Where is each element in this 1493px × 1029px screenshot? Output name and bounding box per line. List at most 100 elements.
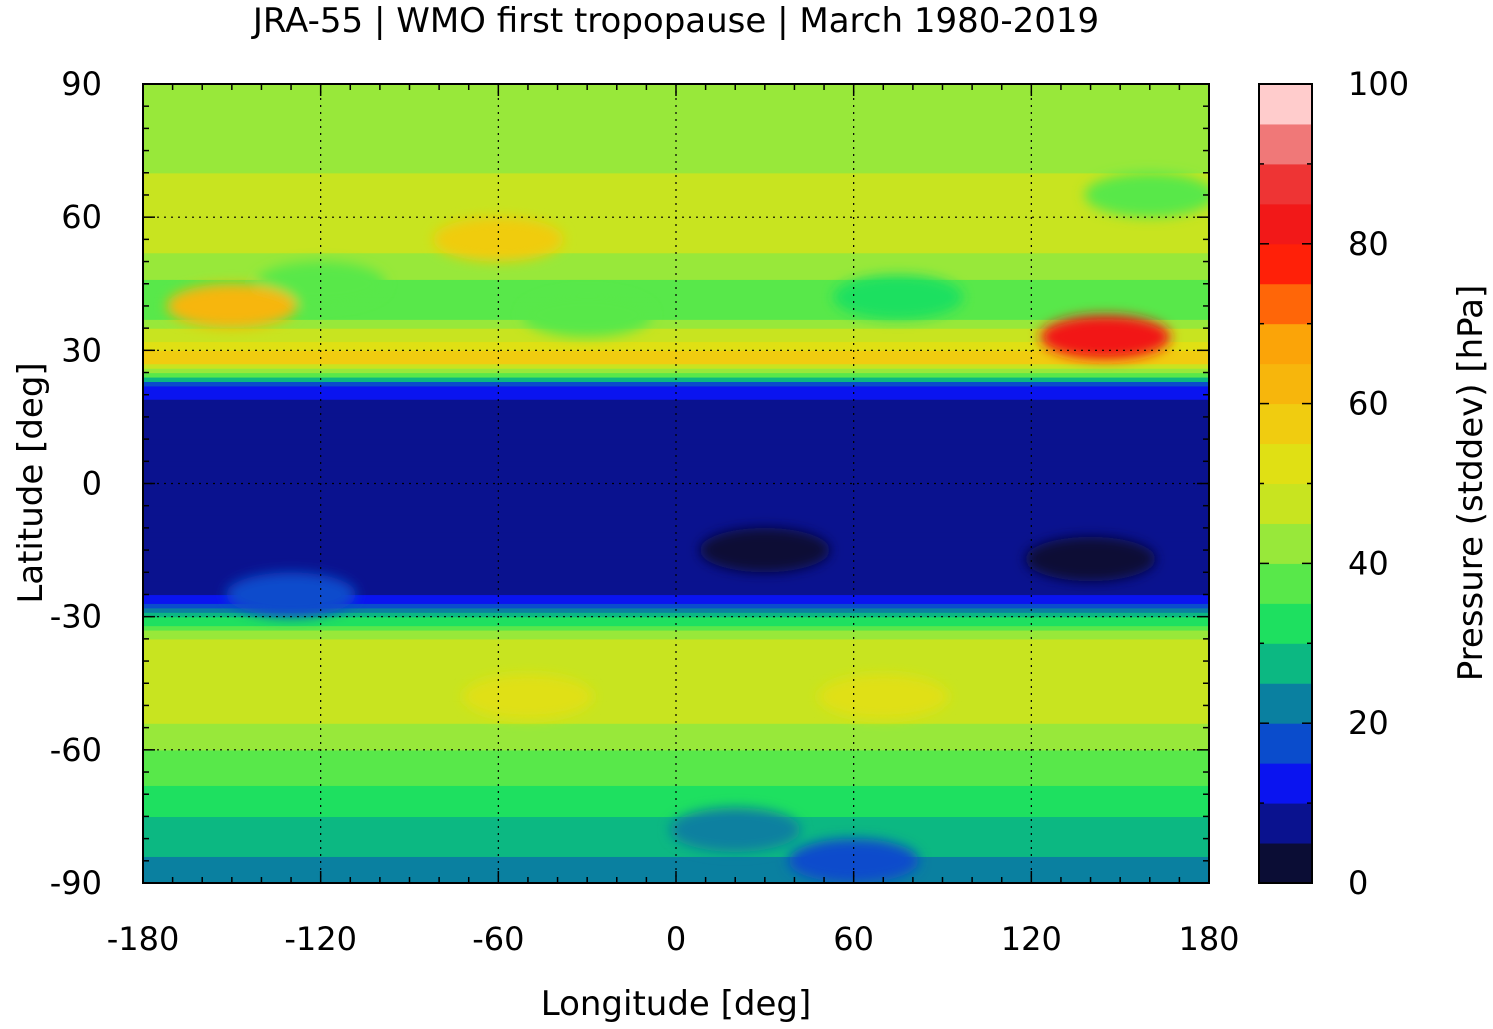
colorbar-bin [1259, 403, 1312, 445]
heatmap-band [143, 794, 1209, 800]
heatmap-band [143, 363, 1209, 369]
heatmap-band [143, 265, 1209, 272]
heatmap-band [143, 483, 1209, 489]
colorbar-bin [1259, 323, 1312, 365]
colorbar-bin [1259, 683, 1312, 724]
x-tick-label: 180 [1178, 920, 1239, 958]
plot-area [143, 84, 1209, 883]
x-tick-labels: -180 -120 -60 0 60 120 180 [107, 920, 1240, 958]
colorbar-bin [1259, 763, 1312, 804]
heatmap-band [143, 372, 1209, 378]
heatmap-feature [462, 674, 594, 719]
y-tick-label: -60 [50, 731, 102, 769]
heatmap-band [143, 532, 1209, 538]
x-tick-label: 60 [833, 920, 874, 958]
colorbar-tick-label: 80 [1348, 225, 1389, 263]
heatmap-band [143, 629, 1209, 636]
colorbar-tick-labels: 0 20 40 60 80 100 [1348, 65, 1409, 902]
heatmap-band [143, 332, 1209, 338]
heatmap-band [143, 274, 1209, 280]
heatmap-band [143, 301, 1209, 307]
heatmap-band [143, 430, 1209, 436]
heatmap-band [143, 141, 1209, 147]
colorbar-bin [1259, 483, 1312, 524]
heatmap-band [143, 541, 1209, 547]
heatmap-band [143, 447, 1209, 454]
colorbar: 0 20 40 60 80 100 [1258, 65, 1409, 902]
colorbar-tick-label: 60 [1348, 385, 1389, 423]
colorbar-bin [1259, 803, 1312, 844]
heatmap-band [143, 727, 1209, 733]
heatmap-band [143, 252, 1209, 258]
colorbar-bin [1259, 363, 1312, 405]
heatmap-band [143, 798, 1209, 804]
heatmap-band [143, 119, 1209, 125]
heatmap-band [143, 239, 1209, 245]
heatmap-band [143, 732, 1209, 738]
heatmap-band [143, 261, 1209, 267]
heatmap-band [143, 337, 1209, 343]
heatmap-band [143, 492, 1209, 498]
heatmap-band [143, 496, 1209, 502]
heatmap-band [143, 314, 1209, 320]
heatmap-band [143, 856, 1209, 862]
x-tick-label: -60 [472, 920, 524, 958]
heatmap-feature [788, 838, 919, 883]
heatmap-band [143, 416, 1209, 422]
colorbar-bins [1259, 84, 1312, 884]
x-tick-label: 0 [666, 920, 686, 958]
heatmap-band [143, 634, 1209, 640]
heatmap-band [143, 714, 1209, 720]
heatmap-band [143, 665, 1209, 671]
heatmap-band [143, 581, 1209, 587]
colorbar-bin [1259, 563, 1312, 604]
heatmap-band [143, 319, 1209, 325]
heatmap-band [143, 350, 1209, 356]
heatmap-band [143, 545, 1209, 551]
heatmap-band [143, 101, 1209, 107]
heatmap-band [143, 550, 1209, 556]
heatmap-band [143, 470, 1209, 476]
heatmap-band [143, 554, 1209, 560]
chart-title: JRA-55 | WMO first tropopause | March 19… [251, 1, 1099, 41]
heatmap-band [143, 359, 1209, 365]
y-tick-label: -30 [50, 598, 102, 636]
heatmap-features [166, 172, 1209, 883]
y-tick-label: 60 [61, 198, 102, 236]
heatmap-band [143, 563, 1209, 569]
heatmap-band [143, 212, 1209, 218]
heatmap-feature [522, 292, 653, 338]
heatmap-band [143, 865, 1209, 871]
heatmap-band [143, 115, 1209, 121]
heatmap-band [143, 519, 1209, 525]
heatmap-band [143, 368, 1209, 374]
heatmap-band [143, 297, 1209, 303]
colorbar-bin [1259, 723, 1312, 764]
heatmap-feature [699, 527, 830, 573]
colorbar-bin [1259, 443, 1312, 484]
heatmap-band [143, 177, 1209, 183]
heatmap-band [143, 616, 1209, 622]
heatmap-band [143, 567, 1209, 573]
heatmap-band [143, 443, 1209, 449]
heatmap-band [143, 190, 1209, 196]
y-axis-label: Latitude [deg] [11, 362, 51, 603]
heatmap-band [143, 456, 1209, 462]
colorbar-tick-label: 20 [1348, 704, 1389, 742]
heatmap-band [143, 399, 1209, 405]
heatmap-band [143, 479, 1209, 485]
heatmap-band [143, 576, 1209, 582]
heatmap-band [143, 674, 1209, 680]
heatmap-band [143, 749, 1209, 755]
heatmap-band [143, 248, 1209, 254]
heatmap-band [143, 345, 1209, 351]
colorbar-bin [1259, 84, 1312, 125]
heatmap-band [143, 612, 1209, 618]
heatmap-band [143, 647, 1209, 653]
heatmap-feature [832, 274, 964, 320]
heatmap-band [143, 501, 1209, 507]
heatmap-band [143, 709, 1209, 715]
heatmap-band [143, 603, 1209, 609]
colorbar-bin [1259, 123, 1312, 165]
